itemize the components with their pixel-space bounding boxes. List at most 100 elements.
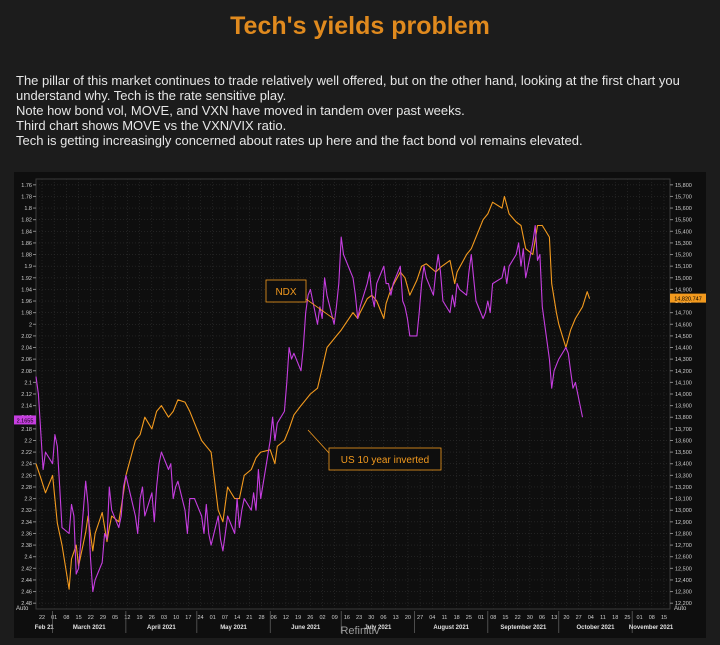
x-axis-tick-label: 29 [100,615,106,621]
x-axis-tick-label: 24 [197,615,203,621]
x-axis-tick-label: 09 [332,615,338,621]
x-axis-tick-label: 06 [539,615,545,621]
x-axis-tick-label: 30 [527,615,533,621]
left-axis-tick-label: 2.26 [21,473,32,479]
left-axis-tick-label: 2.42 [21,566,32,572]
x-axis-tick-label: 15 [661,615,667,621]
x-axis-tick-label: 14 [234,615,240,621]
x-axis-tick-label: 16 [344,615,350,621]
right-axis-tick-label: 12,900 [675,520,692,526]
commentary-paragraph: Tech is getting increasingly concerned a… [16,133,583,148]
left-axis-tick-label: 1.88 [21,253,32,259]
x-axis-tick-label: 20 [563,615,569,621]
x-axis-month-label: April 2021 [147,625,176,631]
left-axis-tick-label: 1.8 [24,206,32,212]
x-axis-tick-label: 17 [185,615,191,621]
right-axis-tick-label: 12,500 [675,566,692,572]
right-axis-tick-label: 13,200 [675,485,692,491]
x-axis-tick-label: 12 [283,615,289,621]
x-axis-tick-label: 18 [454,615,460,621]
right-axis-tick-label: 13,100 [675,497,692,503]
x-axis-tick-label: 22 [88,615,94,621]
x-axis-tick-label: 18 [612,615,618,621]
x-axis-month-label: March 2021 [73,625,106,631]
x-axis-tick-label: 10 [173,615,179,621]
right-axis-tick-label: 13,600 [675,438,692,444]
right-axis-tick-label: 15,400 [675,229,692,235]
x-axis-tick-label: 13 [551,615,557,621]
x-axis-tick-label: 15 [502,615,508,621]
commentary-text: The pillar of this market continues to t… [16,73,706,148]
left-axis-tick-label: 2.18 [21,427,32,433]
right-axis-tick-label: 13,900 [675,404,692,410]
x-axis-month-label: May 2021 [220,625,247,631]
left-axis-tick-label: 2.3 [24,497,32,503]
x-axis-month-label: July 2021 [364,625,392,631]
x-axis-tick-label: 11 [600,615,606,621]
x-axis-month-label: August 2021 [433,625,469,631]
left-axis-tick-label: 2.06 [21,357,32,363]
right-axis-tick-label: 12,600 [675,555,692,561]
left-axis-tick-label: 2.32 [21,508,32,514]
x-axis-tick-label: 30 [368,615,374,621]
x-axis-tick-label: 05 [112,615,118,621]
x-axis-tick-label: 19 [295,615,301,621]
x-axis-tick-label: 01 [210,615,216,621]
left-axis-tick-label: 2.34 [21,520,32,526]
x-axis-tick-label: 13 [393,615,399,621]
right-axis-tick-label: 15,000 [675,276,692,282]
right-axis-tick-label: 15,200 [675,253,692,259]
ndx-annotation-label: NDX [275,287,296,298]
x-axis-tick-label: 01 [637,615,643,621]
right-axis-tick-label: 13,400 [675,462,692,468]
right-axis-tick-label: 14,700 [675,311,692,317]
right-axis-tick-label: 13,500 [675,450,692,456]
right-axis-auto-label: Auto [674,606,687,612]
x-axis-tick-label: 12 [124,615,130,621]
x-axis-month-label: September 2021 [500,625,547,631]
right-axis-tick-label: 15,700 [675,194,692,200]
x-axis-tick-label: 23 [356,615,362,621]
x-axis-tick-label: 28 [258,615,264,621]
left-axis-tick-label: 2.36 [21,531,32,537]
x-axis-tick-label: 26 [149,615,155,621]
left-axis-tick-label: 1.86 [21,241,32,247]
right-axis-tick-label: 14,500 [675,334,692,340]
right-axis-tick-label: 14,400 [675,346,692,352]
x-axis-tick-label: 25 [466,615,472,621]
right-axis-tick-label: 15,300 [675,241,692,247]
left-axis-tick-label: 2.48 [21,601,32,607]
x-axis-tick-label: 25 [624,615,630,621]
left-axis-tick-label: 1.78 [21,194,32,200]
x-axis-tick-label: 15 [76,615,82,621]
x-axis-tick-label: 27 [417,615,423,621]
right-axis-tick-label: 12,200 [675,601,692,607]
left-axis-tick-label: 2.28 [21,485,32,491]
left-axis-tick-label: 1.9 [24,264,32,270]
right-axis-tick-label: 13,700 [675,427,692,433]
left-axis-tick-label: 1.96 [21,299,32,305]
left-axis-tick-label: 2.44 [21,578,32,584]
commentary-paragraph: Third chart shows MOVE vs the VXN/VIX ra… [16,118,287,133]
x-axis-tick-label: 22 [39,615,45,621]
left-axis-tick-label: 2.4 [24,555,32,561]
x-axis-tick-label: 21 [246,615,252,621]
left-axis-tick-label: 1.92 [21,276,32,282]
page-title: Tech's yields problem [230,12,490,40]
x-axis-month-label: June 2021 [291,625,321,631]
right-axis-tick-label: 14,600 [675,322,692,328]
right-axis-tick-label: 14,300 [675,357,692,363]
x-axis-month-label: November 2021 [629,625,674,631]
x-axis-tick-label: 08 [63,615,69,621]
right-axis-tick-label: 14,000 [675,392,692,398]
right-axis-tick-label: 14,900 [675,287,692,293]
left-axis-tick-label: 2.12 [21,392,32,398]
left-axis-tick-label: 1.94 [21,287,32,293]
left-axis-tick-label: 2.24 [21,462,32,468]
right-axis-tick-label: 15,500 [675,218,692,224]
x-axis-tick-label: 26 [307,615,313,621]
left-axis-tick-label: 2.04 [21,346,32,352]
right-axis-tick-label: 15,100 [675,264,692,270]
right-axis-tick-label: 13,800 [675,415,692,421]
us10y-annotation-pointer [307,429,330,454]
